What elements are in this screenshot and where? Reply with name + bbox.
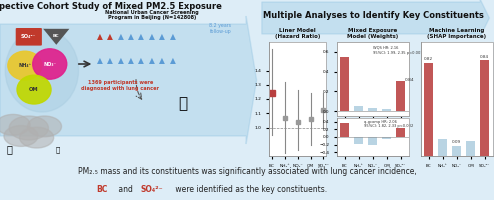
Text: 0.09: 0.09 [452, 140, 461, 144]
Circle shape [0, 114, 30, 135]
Ellipse shape [8, 51, 42, 80]
Text: ▲: ▲ [128, 56, 134, 65]
Text: NO₃⁻: NO₃⁻ [43, 62, 56, 66]
Circle shape [9, 116, 48, 140]
Text: were identified as the key constituents.: were identified as the key constituents. [173, 186, 327, 194]
FancyBboxPatch shape [16, 28, 42, 46]
Bar [368, 137, 377, 145]
Bar [480, 60, 489, 156]
Ellipse shape [5, 29, 79, 112]
Text: 0.82: 0.82 [424, 57, 433, 61]
Circle shape [28, 116, 62, 137]
Text: 🏭: 🏭 [55, 146, 60, 153]
Text: ▲: ▲ [138, 32, 144, 41]
Text: and: and [116, 186, 135, 194]
Text: ▲: ▲ [107, 32, 113, 41]
Bar [340, 123, 349, 137]
Text: ▲: ▲ [149, 32, 155, 41]
Text: ▲: ▲ [96, 56, 102, 65]
Text: Prospective Cohort Study of Mixed PM2.5 Exposure: Prospective Cohort Study of Mixed PM2.5 … [0, 2, 221, 11]
Text: Multiple Analyses to Identify Key Constituents: Multiple Analyses to Identify Key Consti… [263, 11, 484, 21]
Bar [354, 137, 363, 144]
Text: 8.2 years
follow-up: 8.2 years follow-up [209, 23, 232, 34]
Title: Machine Learning
(SHAP Importance): Machine Learning (SHAP Importance) [427, 28, 486, 39]
Text: ▲: ▲ [170, 32, 176, 41]
Bar [354, 106, 363, 111]
Text: ▲: ▲ [138, 56, 144, 65]
Text: ▲: ▲ [107, 56, 113, 65]
Text: 1369 participants were
diagnosed with lung cancer: 1369 participants were diagnosed with lu… [82, 80, 160, 91]
Text: NH₄⁺: NH₄⁺ [18, 63, 32, 68]
Ellipse shape [33, 49, 67, 79]
Text: ▲: ▲ [170, 56, 176, 65]
FancyArrow shape [262, 0, 490, 37]
Title: Liner Model
(Hazard Ratio): Liner Model (Hazard Ratio) [275, 28, 320, 39]
Text: SO₄²⁻: SO₄²⁻ [21, 33, 37, 38]
Polygon shape [43, 29, 69, 45]
Bar [382, 109, 391, 111]
Text: 0.84: 0.84 [480, 55, 489, 59]
Text: 🚗: 🚗 [6, 145, 12, 155]
Text: National Urban Cancer Screening
Program in Beijing (N=142808): National Urban Cancer Screening Program … [105, 10, 199, 20]
Text: BC: BC [53, 34, 60, 38]
Text: OM: OM [29, 87, 39, 92]
Bar [452, 146, 461, 156]
Ellipse shape [17, 75, 51, 104]
Text: ▲: ▲ [96, 32, 102, 41]
Text: ▲: ▲ [160, 32, 165, 41]
Circle shape [4, 126, 38, 146]
Bar [368, 108, 377, 111]
Bar [382, 137, 391, 139]
Text: ▲: ▲ [118, 32, 124, 41]
Bar [424, 63, 433, 156]
Bar [438, 139, 447, 156]
Circle shape [20, 127, 54, 148]
FancyArrow shape [0, 16, 256, 144]
Text: ▲: ▲ [128, 32, 134, 41]
Text: SO₄²⁻: SO₄²⁻ [141, 186, 164, 194]
Text: PM₂.₅ mass and its constituents was significantly associated with lung cancer in: PM₂.₅ mass and its constituents was sign… [78, 167, 416, 176]
Text: BC: BC [96, 186, 108, 194]
Bar [466, 141, 475, 156]
Text: WQS HR: 2.16
95%CI: 1.99, 2.35 p<0.001: WQS HR: 2.16 95%CI: 1.99, 2.35 p<0.001 [372, 46, 422, 55]
Text: 0.84: 0.84 [405, 78, 414, 82]
Text: 🫁: 🫁 [179, 97, 188, 112]
Text: q-gcomp HR: 2.06
95%CI: 1.82, 2.33 p<0.002: q-gcomp HR: 2.06 95%CI: 1.82, 2.33 p<0.0… [364, 120, 413, 128]
Text: ▲: ▲ [160, 56, 165, 65]
Bar [340, 57, 349, 111]
Title: Mixed Exposure
Model (Weights): Mixed Exposure Model (Weights) [347, 28, 398, 39]
Text: ▲: ▲ [149, 56, 155, 65]
Text: ▲: ▲ [118, 56, 124, 65]
Bar [396, 81, 405, 111]
Bar [396, 128, 405, 137]
